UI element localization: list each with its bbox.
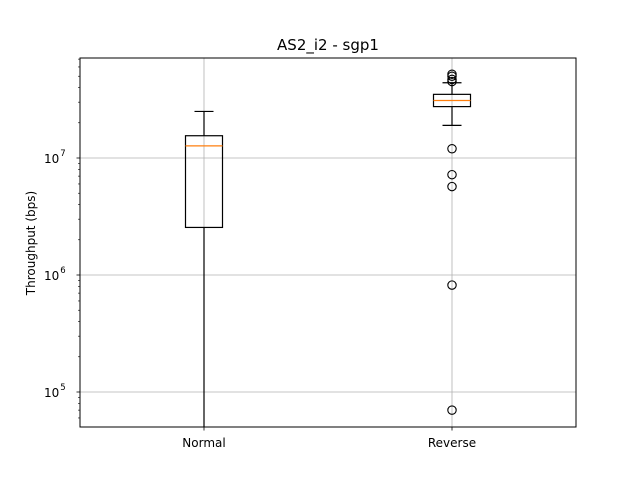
- tick-layer: Normal Reverse 105 106 107: [44, 58, 476, 450]
- iqr-box: [184, 135, 224, 229]
- plot-frame: [79, 57, 577, 428]
- flier-point: [447, 169, 457, 180]
- x-tick-label: Normal: [182, 436, 225, 450]
- chart-title: AS2_i2 - sgp1: [277, 36, 379, 55]
- y-axis-label: Throughput (bps): [24, 191, 38, 296]
- flier-point: [447, 181, 457, 192]
- flier-point: [447, 280, 457, 290]
- x-tick-label: Reverse: [428, 436, 476, 450]
- y-tick-exponent: 6: [60, 266, 65, 276]
- flier-point: [447, 76, 457, 87]
- y-tick-label: 107: [44, 149, 66, 166]
- y-tick-exponent: 5: [60, 383, 65, 393]
- flier-point: [447, 71, 457, 81]
- y-tick-label: 105: [44, 383, 66, 400]
- grid-layer: [80, 58, 576, 427]
- flier-point: [447, 143, 457, 154]
- flier-point: [447, 405, 457, 415]
- box-layer: [184, 69, 472, 427]
- box-reverse: [432, 69, 472, 415]
- box-normal: [184, 110, 224, 427]
- y-tick-label: 106: [44, 266, 66, 283]
- y-tick-exponent: 7: [60, 149, 65, 159]
